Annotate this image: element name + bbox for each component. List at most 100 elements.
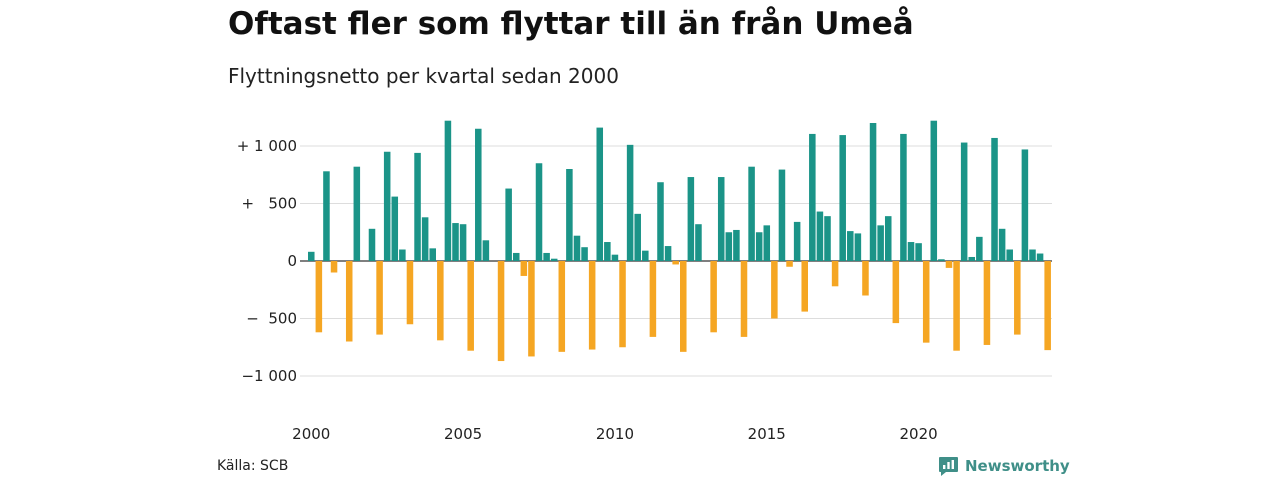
x-tick-label: 2000: [292, 425, 330, 443]
bar: [945, 261, 953, 268]
bar: [763, 225, 771, 261]
bar: [566, 169, 573, 261]
bar: [755, 232, 763, 261]
bar: [429, 248, 436, 261]
bar: [960, 142, 968, 261]
bar: [383, 151, 391, 261]
bar: [801, 261, 808, 312]
bar: [444, 120, 452, 261]
y-tick-label: + 500: [241, 195, 297, 213]
bar: [831, 261, 839, 287]
bar: [847, 231, 854, 261]
bar: [573, 235, 581, 261]
x-axis-ticks: 2000 2005 2010 2015 2020: [292, 425, 938, 443]
bar: [710, 261, 717, 333]
bar: [452, 223, 459, 261]
bar: [512, 252, 520, 261]
bar: [672, 261, 679, 265]
bar: [543, 252, 550, 261]
bar: [475, 128, 482, 261]
newsworthy-logo-icon: [939, 456, 958, 476]
bar: [376, 261, 383, 335]
bar: [664, 246, 672, 261]
bar: [748, 166, 755, 261]
bar: [854, 233, 862, 261]
bar: [459, 224, 467, 261]
bar: [991, 137, 998, 261]
bar: [1036, 253, 1044, 261]
x-tick-label: 2010: [596, 425, 634, 443]
brand-logo: Newsworthy: [938, 455, 1070, 477]
bar: [308, 251, 315, 261]
bar: [938, 259, 945, 261]
bar: [520, 261, 528, 276]
bar: [421, 217, 429, 261]
bar: [626, 144, 634, 261]
bar: [900, 133, 907, 261]
bar: [611, 254, 619, 261]
bar: [862, 261, 869, 296]
chart-title: Oftast fler som flyttar till än från Ume…: [228, 6, 914, 42]
bar: [330, 261, 338, 273]
bar: [976, 236, 983, 261]
x-tick-label: 2005: [444, 425, 482, 443]
x-tick-label: 2015: [748, 425, 786, 443]
bar: [717, 177, 725, 261]
bar: [953, 261, 960, 351]
bar: [687, 177, 695, 261]
bar: [877, 225, 884, 261]
bar: [733, 229, 740, 261]
bar: [998, 228, 1006, 261]
bar: [839, 135, 846, 261]
bar: [771, 261, 778, 319]
bar: [596, 127, 604, 261]
bar: [414, 152, 421, 261]
y-tick-label: + 1 000: [237, 137, 297, 155]
bar: [482, 240, 490, 261]
bar: [497, 261, 505, 362]
bar: [353, 166, 361, 261]
bar: [323, 171, 330, 261]
source-note: Källa: SCB: [217, 458, 289, 474]
bar: [399, 249, 406, 261]
bar: [558, 261, 566, 352]
bar: [619, 261, 626, 348]
bar: [1014, 261, 1021, 335]
bar: [809, 133, 816, 261]
bar: [915, 243, 922, 261]
bar: [786, 261, 793, 267]
bar: [550, 258, 558, 261]
bar: [816, 211, 824, 261]
y-tick-label: − 500: [246, 310, 297, 328]
bar: [793, 221, 801, 261]
bar: [406, 261, 414, 325]
bars: [308, 120, 1051, 362]
bar: [907, 242, 915, 261]
bar: [634, 213, 641, 261]
bar: [922, 261, 930, 343]
bar: [368, 228, 376, 261]
bar: [391, 196, 399, 261]
bar: [740, 261, 748, 337]
bar: [892, 261, 900, 324]
bar: [467, 261, 474, 351]
bar: [725, 232, 733, 261]
bar: [778, 169, 786, 261]
bar: [505, 188, 512, 261]
bar: [1021, 149, 1029, 261]
bar: [680, 261, 687, 352]
chart-subtitle: Flyttningsnetto per kvartal sedan 2000: [228, 64, 619, 88]
bar: [581, 247, 588, 261]
bar: [983, 261, 991, 345]
bar: [345, 261, 353, 342]
bar: [315, 261, 323, 333]
bar: [824, 216, 831, 261]
bar: [657, 182, 664, 261]
y-tick-label: −1 000: [241, 367, 297, 385]
bar: [588, 261, 596, 350]
brand-name: Newsworthy: [965, 457, 1070, 475]
bar: [1006, 249, 1013, 261]
bar: [1029, 249, 1036, 261]
bar: [1044, 261, 1051, 351]
